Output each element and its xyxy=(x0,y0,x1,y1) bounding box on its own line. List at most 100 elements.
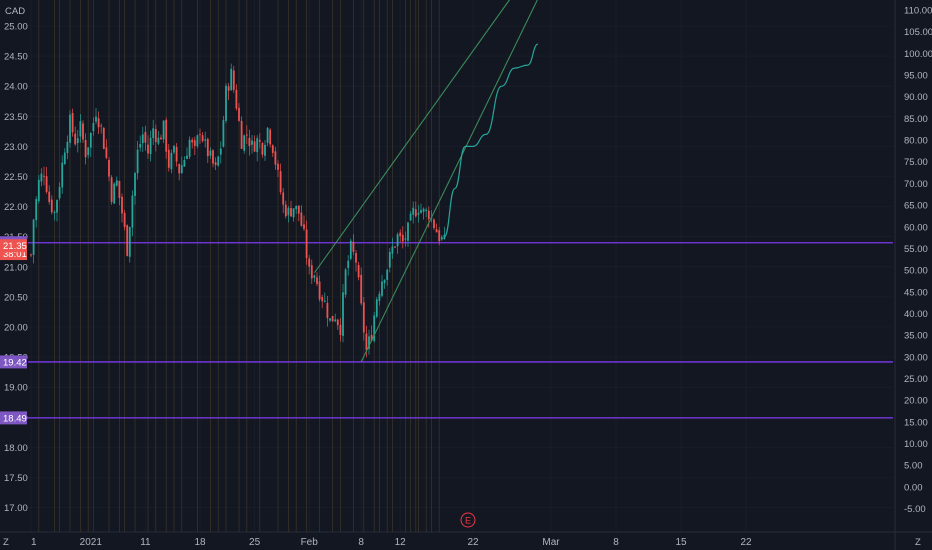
right-axis-panel xyxy=(895,0,932,532)
channel-line-upper[interactable] xyxy=(313,0,551,274)
candle-body xyxy=(253,141,256,152)
price-badge-bg xyxy=(0,239,27,253)
candle-body xyxy=(89,132,92,148)
time-axis[interactable]: 1 2021 11 18 25 Feb 8 12 22 Mar 8 15 22 xyxy=(31,537,752,548)
candle-body xyxy=(30,254,32,256)
candle-body xyxy=(76,138,79,144)
candle-body xyxy=(427,210,430,220)
candle-body xyxy=(56,200,58,213)
candle-body xyxy=(344,269,347,295)
candle-body xyxy=(201,135,204,142)
candle-body xyxy=(323,300,326,302)
projection-curve[interactable] xyxy=(443,43,539,238)
candle-body xyxy=(274,151,277,165)
candle-body xyxy=(178,163,181,174)
candle-body xyxy=(63,152,66,165)
candle-body xyxy=(105,147,108,158)
candle-body xyxy=(212,150,214,164)
candle-body xyxy=(386,269,389,281)
candle-body xyxy=(222,120,225,147)
candle-body xyxy=(251,140,253,145)
candle-body xyxy=(425,209,428,212)
corner-icon-left[interactable]: Z xyxy=(3,537,9,548)
right-tick-label: 60.00 xyxy=(904,222,928,233)
candle-body xyxy=(87,147,90,156)
candle-body xyxy=(362,302,365,333)
price-badge: 21.35 xyxy=(0,239,27,253)
candle-body xyxy=(292,208,295,218)
candle-body xyxy=(167,149,170,168)
candle-body xyxy=(230,68,233,91)
candle-body xyxy=(349,240,352,259)
candle-body xyxy=(266,127,269,143)
candle-body xyxy=(316,277,318,284)
candle-body xyxy=(368,336,370,349)
channel-line-lower[interactable] xyxy=(360,0,551,363)
candle-body xyxy=(277,163,279,170)
price-badge-label: 19.42 xyxy=(3,357,27,368)
candle-body xyxy=(199,134,201,136)
time-tick-label: 1 xyxy=(31,537,37,548)
candlestick-series xyxy=(30,63,446,358)
right-tick-label: 55.00 xyxy=(904,244,928,255)
candle-body xyxy=(66,141,69,153)
candle-body xyxy=(329,318,331,321)
corner-icon-right[interactable]: Z xyxy=(915,537,921,548)
candle-body xyxy=(326,303,329,319)
right-percent-axis[interactable]: 110.00 105.00 100.00 95.00 90.00 85.00 80.00 75… xyxy=(904,6,932,516)
candle-body xyxy=(269,129,272,145)
right-tick-label: 30.00 xyxy=(904,352,928,363)
candle-body xyxy=(79,121,82,137)
time-tick-label: 25 xyxy=(249,537,261,548)
candle-body xyxy=(287,207,290,216)
candle-body xyxy=(381,281,383,296)
candle-body xyxy=(186,155,188,159)
candle-body xyxy=(196,135,199,147)
candle-body xyxy=(204,139,207,141)
candle-body xyxy=(243,135,246,151)
candle-body xyxy=(115,180,118,186)
candle-body xyxy=(318,281,321,300)
candle-body xyxy=(219,148,222,155)
horizontal-levels[interactable] xyxy=(28,242,893,419)
candle-body xyxy=(32,219,35,255)
candle-body xyxy=(435,229,438,233)
earnings-marker-label: E xyxy=(465,516,471,526)
time-tick-label: 22 xyxy=(740,537,752,548)
candle-body xyxy=(284,204,287,217)
candle-body xyxy=(118,180,121,198)
candle-body xyxy=(290,208,292,217)
candle-body xyxy=(248,137,251,146)
candle-body xyxy=(157,137,160,144)
earnings-marker[interactable]: E xyxy=(460,512,476,528)
time-tick-label: Feb xyxy=(301,537,319,548)
candle-body xyxy=(183,160,186,167)
candle-body xyxy=(162,120,165,140)
right-tick-label: 45.00 xyxy=(904,287,928,298)
price-badge-label: 21.35 xyxy=(3,241,27,252)
candle-body xyxy=(308,258,311,267)
candle-body xyxy=(295,205,298,210)
candle-body xyxy=(264,144,266,156)
candle-body xyxy=(378,293,381,301)
price-badge: 19.42 xyxy=(0,355,27,369)
candle-body xyxy=(321,297,324,302)
candle-body xyxy=(149,137,152,154)
candle-body xyxy=(245,134,248,136)
right-tick-label: 95.00 xyxy=(904,71,928,82)
projection-path[interactable] xyxy=(443,43,539,238)
right-tick-label: 75.00 xyxy=(904,157,928,168)
candle-body xyxy=(209,150,212,156)
candle-body xyxy=(365,333,368,351)
candle-body xyxy=(438,230,441,242)
price-badge-bg xyxy=(0,355,27,369)
price-badge-label: 38:01 xyxy=(3,249,27,260)
right-tick-label: -5.00 xyxy=(904,504,926,515)
right-tick-label: 105.00 xyxy=(904,27,932,38)
time-tick-label: 8 xyxy=(358,537,364,548)
candle-body xyxy=(414,209,417,217)
trend-channel[interactable] xyxy=(313,0,551,363)
candle-body xyxy=(420,210,422,213)
candle-body xyxy=(399,232,402,237)
